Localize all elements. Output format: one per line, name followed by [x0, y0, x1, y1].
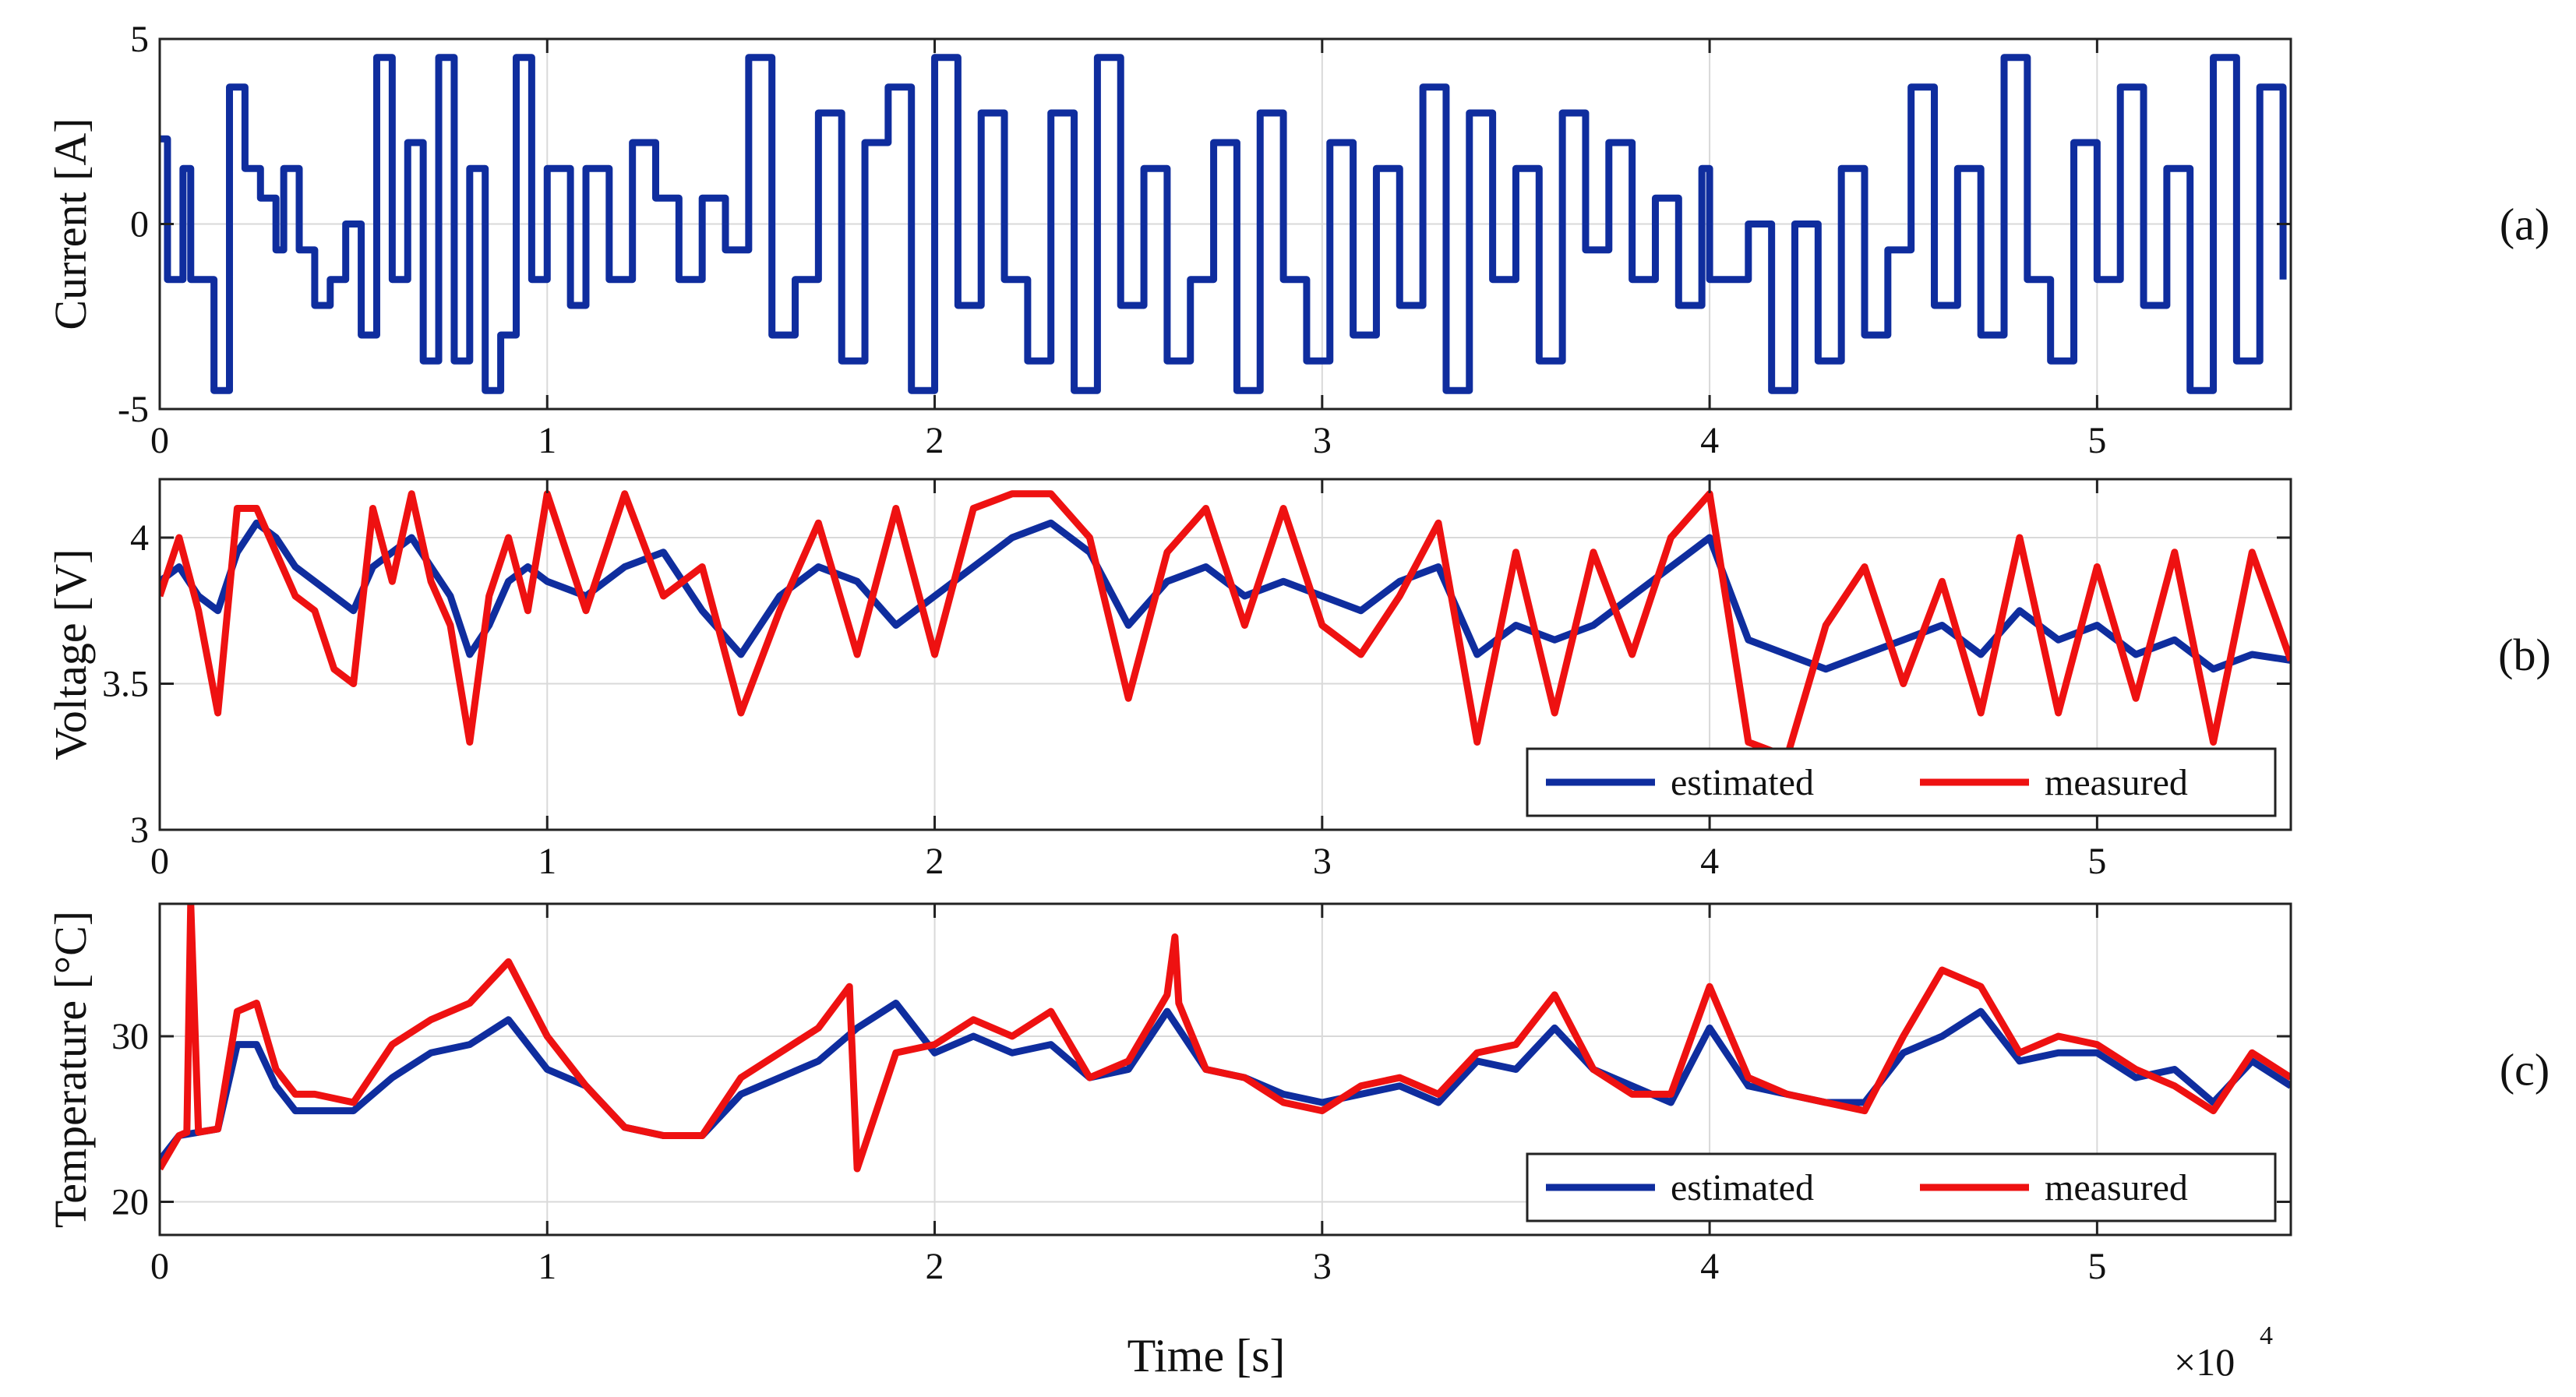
panel-label: (b): [2498, 630, 2551, 680]
panel-b: 0 1 2 3 4 5 3 3.5 4 Voltage [V] (b) estimated measur…: [45, 478, 2551, 882]
x-tick-label-5: 5: [2087, 841, 2106, 882]
y-tick-label-1: 0: [130, 204, 149, 245]
panel-label: (c): [2500, 1045, 2550, 1095]
panel-label: (a): [2500, 199, 2550, 250]
y-tick-label-0: 3: [130, 810, 149, 851]
legend-label-estimated: estimated: [1671, 762, 1814, 803]
x-tick-label-1: 1: [538, 420, 556, 461]
x-multiplier: ×10 4: [2174, 1321, 2273, 1384]
y-axis-label: Temperature [°C]: [45, 911, 96, 1228]
x-tick-label-2: 2: [926, 1246, 944, 1287]
y-tick-label-2: 5: [130, 19, 149, 60]
y-tick-label-0: -5: [118, 389, 149, 430]
x-tick-label-5: 5: [2087, 1246, 2106, 1287]
series-estimated: [160, 519, 2291, 673]
axes-frame: [158, 478, 2292, 831]
x-tick-label-1: 1: [538, 841, 556, 882]
legend-label-measured: measured: [2045, 1167, 2188, 1208]
x-tick-label-1: 1: [538, 1246, 556, 1287]
x-multiplier-base: ×10: [2174, 1340, 2235, 1384]
x-tick-label-5: 5: [2087, 420, 2106, 461]
x-tick-label-0: 0: [150, 420, 169, 461]
axes-frame: [158, 902, 2292, 1236]
x-tick-label-2: 2: [926, 420, 944, 461]
panel-c: 0 1 2 3 4 5 20 30 Temperature [°C] (c) estimated me…: [45, 902, 2550, 1287]
x-tick-label-4: 4: [1700, 420, 1719, 461]
series-current: [160, 54, 2287, 394]
y-tick-label-1: 30: [111, 1016, 149, 1057]
x-tick-label-0: 0: [150, 1246, 169, 1287]
y-axis-label: Voltage [V]: [45, 549, 96, 760]
y-axis-label: Current [A]: [45, 118, 96, 330]
y-tick-label-2: 4: [130, 517, 149, 559]
series-estimated: [160, 1000, 2291, 1163]
x-tick-label-2: 2: [926, 841, 944, 882]
series-measured: [160, 904, 2291, 1173]
x-tick-label-4: 4: [1700, 841, 1719, 882]
y-tick-label-1: 3.5: [102, 664, 149, 705]
x-tick-label-3: 3: [1313, 841, 1332, 882]
x-tick-label-3: 3: [1313, 1246, 1332, 1287]
legend-label-estimated: estimated: [1671, 1167, 1814, 1208]
x-multiplier-exponent: 4: [2260, 1321, 2273, 1350]
x-axis-label: Time [s]: [1127, 1330, 1286, 1381]
x-tick-label-3: 3: [1313, 420, 1332, 461]
x-tick-label-4: 4: [1700, 1246, 1719, 1287]
legend: estimated measured: [1526, 1152, 2277, 1222]
y-tick-label-0: 20: [111, 1182, 149, 1223]
legend: estimated measured: [1526, 747, 2277, 817]
series-measured: [160, 490, 2291, 760]
legend-label-measured: measured: [2045, 762, 2188, 803]
x-tick-label-0: 0: [150, 841, 169, 882]
